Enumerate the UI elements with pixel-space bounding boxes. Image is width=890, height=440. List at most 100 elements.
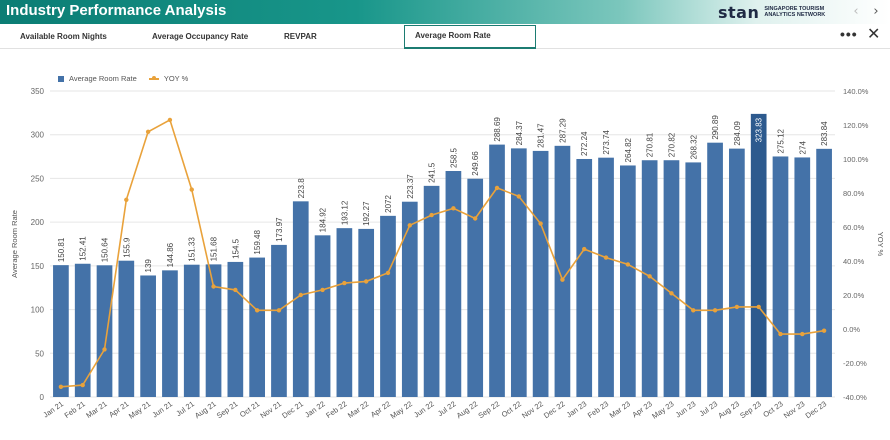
y-tick-label: 200 <box>31 218 45 227</box>
y-tick-label: 300 <box>31 131 45 140</box>
x-tick-label: Nov 23 <box>782 399 807 420</box>
legend-item-bar[interactable]: Average Room Rate <box>58 74 137 83</box>
yoy-point <box>363 279 369 284</box>
bar <box>118 260 135 397</box>
y2-tick-label: 120.0% <box>843 121 869 130</box>
x-tick-label: Mar 23 <box>608 399 632 420</box>
bar-value-label: 2072 <box>384 195 393 213</box>
bar-value-label: 281.47 <box>537 123 546 148</box>
x-tick-label: Apr 23 <box>631 399 654 419</box>
yoy-point <box>342 280 347 286</box>
combo-chart: 0 50 100 150 200 250 300 350 -40.0% -20.0% 0.0% 20.… <box>10 87 885 421</box>
close-icon[interactable]: ✕ <box>867 24 881 43</box>
yoy-point <box>58 384 64 389</box>
bar <box>336 228 353 397</box>
x-tick-label: Apr 22 <box>369 399 392 419</box>
bar-value-label: 184.92 <box>319 207 328 232</box>
bar-value-label: 223.8 <box>297 178 306 199</box>
yoy-point <box>451 206 456 211</box>
y2-tick-label: 140.0% <box>843 87 869 96</box>
bar-value-label: 272.24 <box>580 131 589 156</box>
bar <box>401 201 418 397</box>
x-tick-label: Aug 23 <box>716 399 741 420</box>
bar-value-label: 151.68 <box>210 236 219 261</box>
x-tick-label: Jul 22 <box>436 399 458 418</box>
more-options-icon[interactable]: ••• <box>840 26 858 42</box>
legend-swatch-bar <box>58 75 64 82</box>
tab-average-room-rate[interactable]: Average Room Rate <box>404 25 536 49</box>
y2-axis-title: YOY % <box>876 232 885 257</box>
tab-revpar[interactable]: REVPAR <box>284 32 317 41</box>
tab-available-room-nights[interactable]: Available Room Nights <box>20 32 107 41</box>
bar <box>183 264 200 397</box>
y-tick-label: 100 <box>31 306 45 315</box>
y2-tick-label: 80.0% <box>843 189 865 198</box>
x-tick-label: Apr 21 <box>107 399 130 419</box>
yoy-point <box>756 304 761 310</box>
y-tick-label: 350 <box>31 87 45 96</box>
yoy-point <box>211 284 216 289</box>
chevron-left-icon[interactable]: ‹ <box>853 4 859 19</box>
x-tick-label: Mar 21 <box>84 399 108 420</box>
y-axis-title: Average Room Rate <box>10 210 19 278</box>
yoy-point <box>691 308 696 313</box>
bar-value-label: 249.66 <box>471 151 480 176</box>
yoy-point <box>647 274 652 279</box>
bar <box>685 162 702 397</box>
legend-item-line[interactable]: YOY % <box>148 74 189 83</box>
x-tick-label: Jun 23 <box>674 399 698 419</box>
bar <box>205 264 222 397</box>
bar-value-label: 264.82 <box>624 137 633 162</box>
x-tick-label: Aug 22 <box>455 399 480 420</box>
bar-value-label: 288.69 <box>493 117 502 142</box>
sheet-tabs: Available Room Nights Average Occupancy … <box>0 24 890 49</box>
yoy-point <box>669 291 674 296</box>
x-tick-label: Sep 23 <box>738 399 763 420</box>
bar <box>74 263 91 397</box>
x-tick-label: Jul 23 <box>698 399 720 418</box>
yoy-point <box>473 216 478 221</box>
yoy-point <box>603 255 609 260</box>
bar-value-label: 283.84 <box>820 121 829 146</box>
bar <box>445 170 462 397</box>
bar-value-label: 273.74 <box>602 130 611 155</box>
chevron-right-icon[interactable]: › <box>873 4 879 19</box>
legend-label-line: YOY % <box>163 74 189 83</box>
x-tick-label: Sep 22 <box>477 399 502 420</box>
x-tick-label: May 22 <box>389 399 414 420</box>
chart-legend: Average Room Rate YOY % <box>58 74 200 83</box>
chart-container: Average Room Rate YOY % 0 50 100 150 200 250 3… <box>0 49 890 435</box>
legend-swatch-line <box>148 75 159 80</box>
yoy-point <box>145 129 151 134</box>
y-tick-label: 50 <box>35 349 44 358</box>
bar <box>816 148 832 397</box>
bar <box>249 257 266 397</box>
yoy-point <box>821 328 827 333</box>
brand-logo: stan SINGAPORE TOURISM ANALYTICS NETWORK <box>718 2 844 22</box>
bar-value-label: 154.5 <box>231 238 240 259</box>
brand-logo-text: stan <box>718 2 760 22</box>
x-tick-label: Feb 21 <box>63 399 87 420</box>
yoy-point <box>189 187 194 192</box>
legend-label-bar: Average Room Rate <box>69 74 137 83</box>
yoy-point <box>429 212 434 218</box>
x-tick-label: Jan 23 <box>565 399 589 419</box>
tab-average-occupancy-rate[interactable]: Average Occupancy Rate <box>152 32 249 41</box>
x-tick-label: Jan 21 <box>41 399 65 419</box>
page-title: Industry Performance Analysis <box>6 2 227 19</box>
yoy-point <box>167 117 173 123</box>
bar <box>619 165 636 397</box>
bar <box>467 178 484 397</box>
bar-value-label: 284.09 <box>733 121 742 146</box>
y2-tick-label: 20.0% <box>843 291 865 300</box>
yoy-point <box>778 331 783 337</box>
x-tick-label: Jun 21 <box>150 399 174 419</box>
bar <box>554 145 571 397</box>
bar <box>53 265 69 397</box>
yoy-point <box>102 347 107 352</box>
bar <box>423 185 440 397</box>
x-tick-label: Oct 22 <box>500 399 523 419</box>
x-tick-label: Aug 21 <box>193 399 218 420</box>
bar-value-label: 287.29 <box>558 118 567 143</box>
y-tick-label: 0 <box>40 393 45 402</box>
